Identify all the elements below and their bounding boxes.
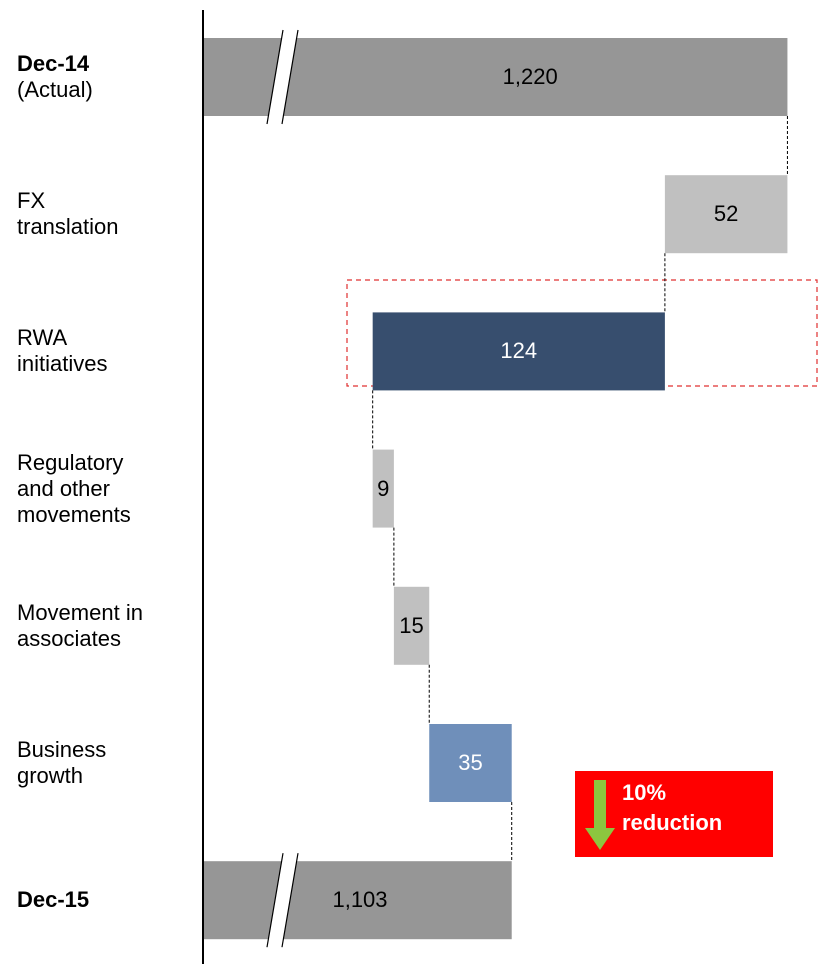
category-label: Dec-15 bbox=[17, 887, 90, 913]
annotation-box bbox=[575, 771, 773, 857]
axis-break bbox=[267, 853, 298, 948]
axis-break-line bbox=[281, 29, 299, 125]
value-label: 9 bbox=[377, 475, 390, 501]
category-label: FX translation bbox=[17, 188, 119, 240]
value-label: 1,220 bbox=[502, 64, 558, 89]
value-label: 15 bbox=[399, 612, 424, 638]
axis-break bbox=[267, 30, 298, 124]
bar bbox=[429, 724, 512, 802]
value-label: 52 bbox=[713, 201, 739, 227]
value-label: 35 bbox=[458, 750, 483, 775]
bar bbox=[372, 312, 665, 391]
bar bbox=[393, 586, 430, 665]
category-label: Dec-14 (Actual) bbox=[17, 51, 93, 102]
category-label: RWA initiatives bbox=[17, 325, 108, 377]
value-label: 1,103 bbox=[332, 887, 388, 913]
down-arrow bbox=[585, 780, 615, 850]
value-label: 124 bbox=[500, 338, 538, 364]
bar bbox=[664, 175, 788, 254]
category-label: Business growth bbox=[17, 737, 107, 788]
bar bbox=[203, 38, 788, 116]
category-label: Movement in associates bbox=[17, 599, 143, 651]
axis-break-line bbox=[266, 29, 284, 125]
bar bbox=[372, 449, 394, 528]
axis-break-line bbox=[266, 853, 284, 948]
bar bbox=[203, 861, 512, 940]
category-label: Regulatory and other movements bbox=[17, 449, 131, 527]
axis-break-line bbox=[281, 853, 299, 948]
annotation: 10% reduction bbox=[622, 780, 723, 835]
